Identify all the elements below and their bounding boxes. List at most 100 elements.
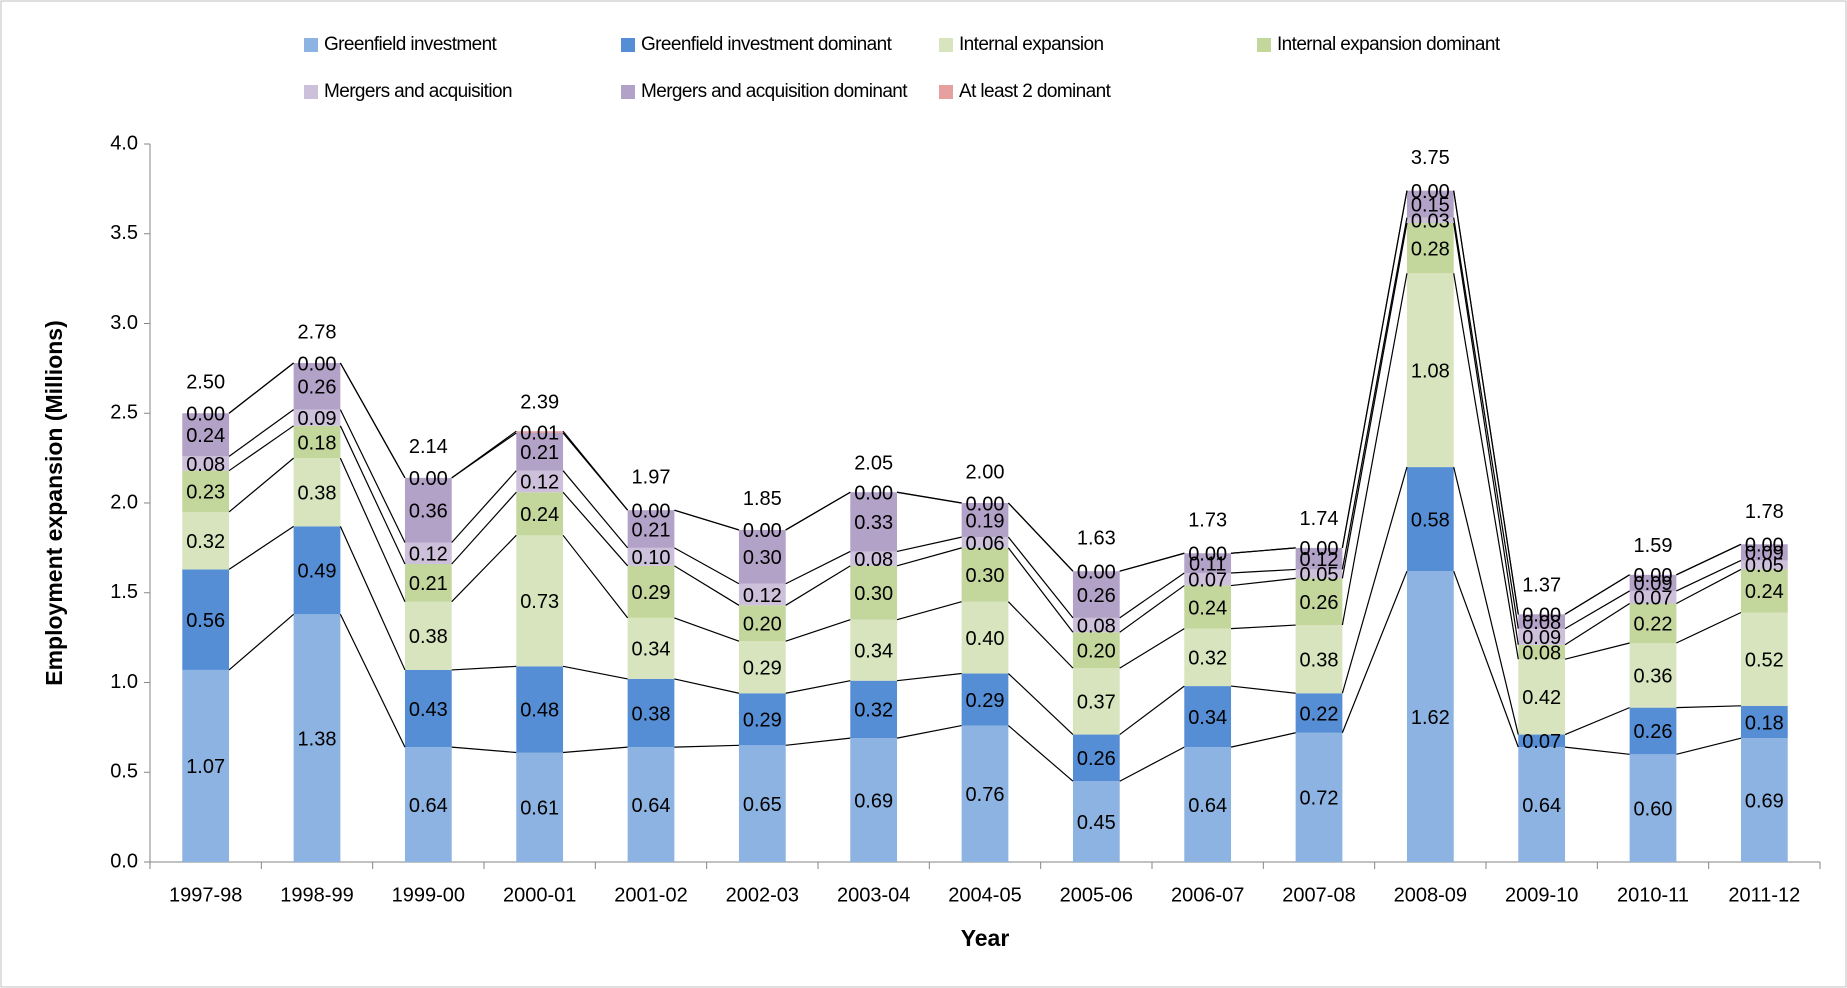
- data-label: 0.22: [1300, 703, 1339, 725]
- bar-segment: [1740, 569, 1788, 613]
- data-label: 0.15: [1411, 194, 1450, 216]
- data-label: 0.36: [1634, 666, 1673, 688]
- bar-segment: [404, 601, 452, 670]
- bar-segment: [1740, 544, 1788, 561]
- bar-segment: [182, 470, 230, 512]
- series-connector: [451, 534, 517, 603]
- data-label: 0.21: [409, 573, 448, 595]
- bar-segment: [1406, 190, 1454, 218]
- bar-segment: [1518, 747, 1566, 862]
- series-connector: [1676, 611, 1742, 644]
- total-label: 1.74: [1300, 508, 1339, 530]
- series-connector: [785, 550, 851, 585]
- bar-segment: [627, 547, 675, 566]
- bar-segment: [1184, 585, 1232, 629]
- data-label: 0.00: [743, 520, 782, 542]
- x-tick-label: 2010-11: [1617, 884, 1689, 906]
- series-connector: [1341, 273, 1408, 626]
- data-label: 0.09: [1522, 627, 1561, 649]
- bar-segment: [1740, 560, 1788, 570]
- data-label: 0.32: [186, 531, 225, 553]
- series-connector: [896, 491, 962, 504]
- bar-segment: [850, 680, 898, 739]
- series-connector: [562, 491, 629, 567]
- bar-segment: [1072, 781, 1120, 862]
- bar-segment: [404, 564, 452, 602]
- bar-segment: [1072, 668, 1120, 735]
- data-label: 0.00: [298, 353, 337, 375]
- bar-segment: [1406, 217, 1454, 223]
- series-connector: [1564, 590, 1630, 630]
- data-label: 0.48: [520, 700, 559, 722]
- legend-swatch: [621, 85, 635, 99]
- series-connector: [451, 665, 517, 671]
- bar-segment: [1295, 693, 1343, 733]
- data-label: 0.29: [966, 690, 1005, 712]
- bar-segment: [404, 747, 452, 862]
- data-label: 0.34: [854, 640, 893, 662]
- series-connector: [1676, 737, 1742, 755]
- data-label: 0.56: [186, 610, 225, 632]
- bar-segment: [182, 569, 230, 670]
- data-label: 0.20: [743, 614, 782, 636]
- data-label: 0.34: [632, 639, 671, 661]
- data-label: 0.24: [520, 504, 559, 526]
- series-connector: [1564, 574, 1630, 615]
- y-tick-label: 3.5: [110, 222, 138, 244]
- x-tick-label: 2002-03: [726, 884, 799, 906]
- data-label: 0.20: [1077, 640, 1116, 662]
- legend-label: Internal expansion: [959, 34, 1104, 55]
- data-label: 0.00: [966, 493, 1005, 515]
- series-connector: [339, 362, 406, 479]
- data-label: 0.08: [1077, 615, 1116, 637]
- bar-segment: [516, 666, 564, 753]
- bar-segment: [850, 619, 898, 681]
- x-tick-label: 2007-08: [1282, 884, 1355, 906]
- data-label: 0.26: [1634, 721, 1673, 743]
- bar-segment: [1629, 643, 1677, 708]
- bar-segment: [627, 747, 675, 862]
- series-connector: [785, 565, 851, 606]
- x-tick-label: 2005-06: [1060, 884, 1133, 906]
- y-tick-label: 2.0: [110, 491, 138, 513]
- bar-segment: [293, 425, 341, 459]
- x-tick-label: 1998-99: [280, 884, 353, 906]
- data-label: 0.73: [520, 591, 559, 613]
- bar-segment: [293, 526, 341, 615]
- data-label: 0.76: [966, 784, 1005, 806]
- series-connector: [1564, 746, 1630, 755]
- legend-label: Greenfield investment dominant: [641, 34, 893, 55]
- bar-segment: [738, 641, 786, 694]
- bar-segment: [293, 409, 341, 426]
- series-connector: [785, 619, 851, 642]
- legend-swatch: [304, 85, 318, 99]
- data-label: 0.05: [1300, 564, 1339, 586]
- series-connector: [1676, 543, 1742, 576]
- bar-segment: [516, 752, 564, 862]
- data-label: 0.00: [409, 468, 448, 490]
- series-connector: [1453, 190, 1519, 615]
- series-connector: [1341, 217, 1408, 570]
- data-label: 0.34: [1188, 707, 1227, 729]
- data-label: 0.29: [632, 582, 671, 604]
- data-label: 0.61: [520, 798, 559, 820]
- x-tick-label: 2004-05: [948, 884, 1021, 906]
- bar-segment: [850, 565, 898, 620]
- series-connector: [228, 613, 295, 671]
- bar-segment: [1406, 467, 1454, 572]
- y-tick-label: 0.5: [110, 761, 138, 783]
- data-label: 0.26: [1300, 592, 1339, 614]
- total-label: 1.63: [1077, 528, 1116, 550]
- data-label: 1.62: [1411, 707, 1450, 729]
- data-label: 0.12: [743, 585, 782, 607]
- bar-segment: [1072, 632, 1120, 669]
- bar-segment: [404, 542, 452, 565]
- data-label: 0.28: [1411, 238, 1450, 260]
- bar-segment: [1406, 273, 1454, 468]
- series-connector: [896, 547, 962, 567]
- bar-segment: [516, 432, 564, 471]
- series-connector: [1341, 570, 1408, 733]
- series-connector: [674, 565, 740, 606]
- series-connector: [1230, 685, 1296, 694]
- bar-segment: [182, 456, 230, 471]
